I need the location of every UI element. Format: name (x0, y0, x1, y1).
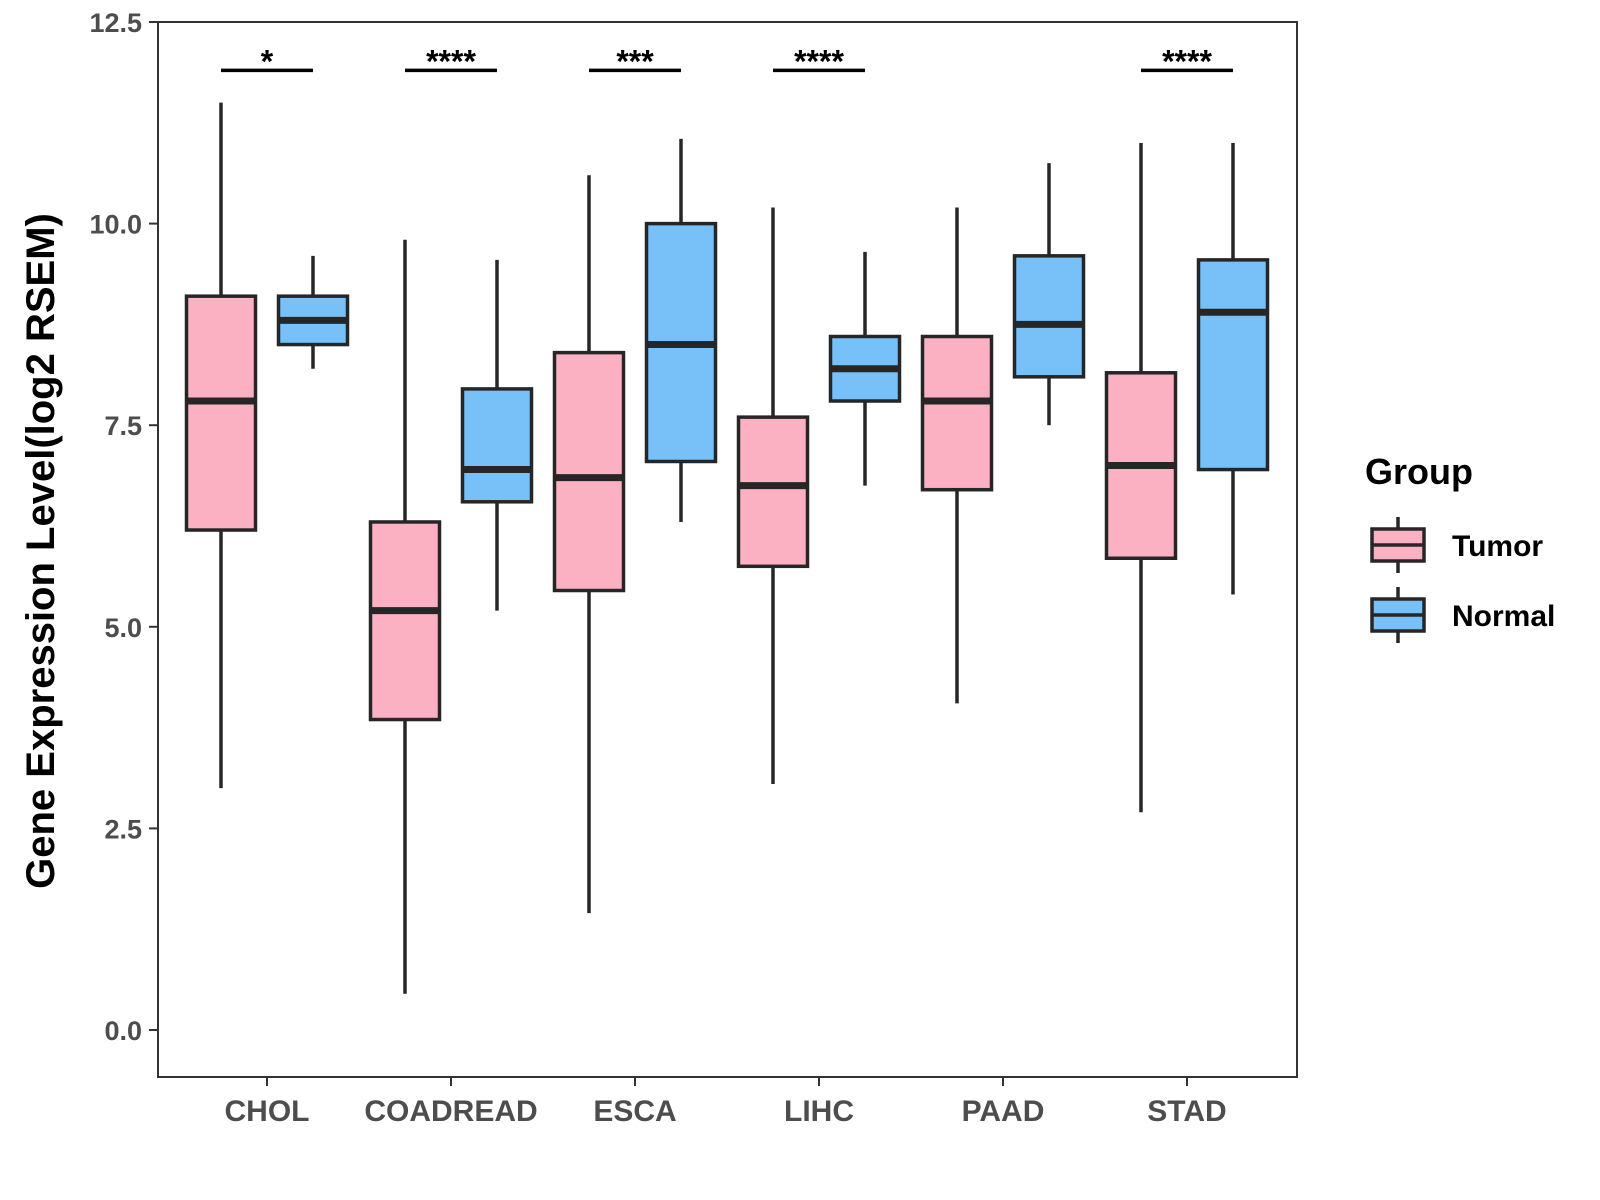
x-tick-label-coadread: COADREAD (364, 1095, 537, 1128)
legend-item-normal: Normal (1370, 587, 1555, 643)
box-iqr (736, 415, 810, 569)
x-tick-label-lihc: LIHC (784, 1095, 854, 1128)
box-iqr (1196, 258, 1270, 472)
x-tick-label-paad: PAAD (962, 1095, 1045, 1128)
box-iqr (1012, 254, 1086, 379)
legend: Group Tumor Normal (1365, 451, 1555, 643)
box-tumor-chol (184, 102, 258, 789)
box-tumor-lihc (736, 207, 810, 785)
significance-label: **** (426, 43, 476, 79)
y-tick-label: 5.0 (104, 613, 142, 643)
y-tick-label: 10.0 (89, 210, 142, 240)
box-iqr (460, 387, 534, 504)
y-axis-title: Gene Expression Level(log2 RSEM) (19, 213, 63, 889)
box-normal-lihc (828, 251, 902, 486)
box-iqr (184, 294, 258, 532)
y-tick-label: 7.5 (104, 411, 142, 441)
legend-label-tumor: Tumor (1452, 530, 1543, 563)
legend-item-tumor: Tumor (1370, 517, 1543, 573)
y-tick-label: 0.0 (104, 1016, 142, 1046)
y-tick-label: 12.5 (89, 8, 142, 38)
box-tumor-paad (920, 207, 994, 704)
box-tumor-stad (1104, 142, 1178, 813)
y-tick-label: 2.5 (104, 814, 142, 844)
box-iqr (920, 334, 994, 492)
box-normal-esca (644, 138, 718, 522)
legend-title: Group (1365, 451, 1473, 492)
x-tick-label-esca: ESCA (593, 1095, 676, 1128)
box-tumor-esca (552, 175, 626, 914)
significance-label: **** (1162, 43, 1212, 79)
significance-label: **** (794, 43, 844, 79)
box-normal-paad (1012, 163, 1086, 426)
plot-area: * **** *** **** **** (184, 43, 1270, 994)
plot-panel-border (157, 21, 1298, 1078)
box-normal-chol (276, 255, 350, 369)
legend-label-normal: Normal (1452, 600, 1555, 633)
significance-label: *** (616, 43, 654, 79)
box-normal-stad (1196, 142, 1270, 595)
box-normal-coadread (460, 259, 534, 611)
box-iqr (552, 350, 626, 593)
x-tick-label-stad: STAD (1147, 1095, 1226, 1128)
axes: 0.0 2.5 5.0 7.5 10.0 12.5 CHOL COADREAD ESCA LIHC… (19, 8, 1298, 1128)
box-tumor-coadread (368, 239, 442, 994)
significance-label: * (261, 43, 274, 79)
box-iqr (368, 520, 442, 722)
x-tick-label-chol: CHOL (225, 1095, 310, 1128)
